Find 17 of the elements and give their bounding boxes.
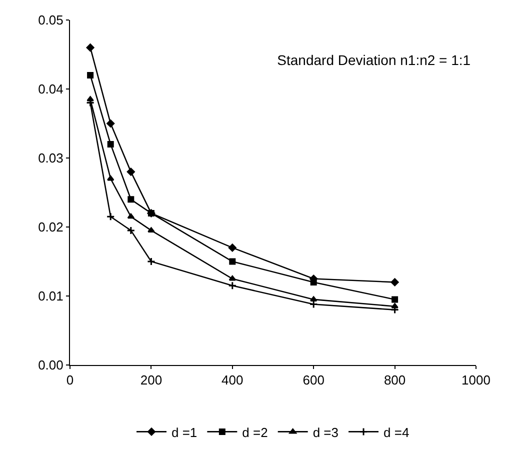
legend-label: d =4 xyxy=(384,424,410,440)
y-tick-label: 0.04 xyxy=(38,82,64,97)
y-tick-label: 0.00 xyxy=(38,358,64,373)
legend-label: d =2 xyxy=(242,424,268,440)
y-tick-label: 0.02 xyxy=(38,220,64,235)
legend-label: d =1 xyxy=(172,424,198,440)
legend-label: d =3 xyxy=(312,424,339,440)
x-tick-label: 0 xyxy=(66,372,74,388)
y-tick-label: 0.05 xyxy=(38,12,64,28)
x-tick-label: 200 xyxy=(140,372,162,388)
y-tick-label: 0.01 xyxy=(38,288,64,304)
x-tick-label: 800 xyxy=(384,372,406,388)
x-tick-label: 400 xyxy=(222,372,244,388)
text: Standard Deviation n1:n2 = 1:1 xyxy=(277,52,471,68)
y-tick-label: 0.03 xyxy=(38,150,64,166)
x-tick-label: 600 xyxy=(302,372,324,388)
x-tick-label: 1000 xyxy=(462,372,490,388)
